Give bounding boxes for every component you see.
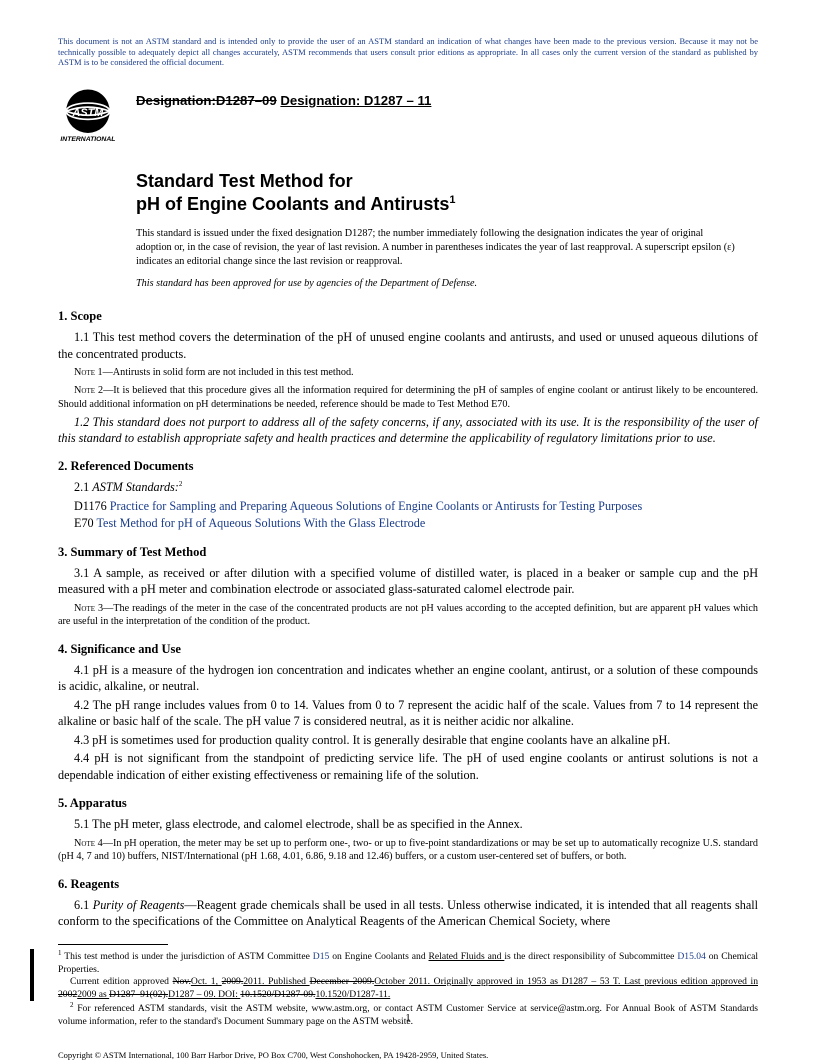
svg-text:INTERNATIONAL: INTERNATIONAL — [60, 136, 115, 143]
header-row: ASTM INTERNATIONAL Designation:D1287–09 … — [58, 84, 758, 156]
fn1l2-g: 10.1520/D1287-11. — [315, 989, 390, 1000]
designation-old: Designation:D1287–09 — [136, 93, 277, 108]
note4-label: Note 4 — [74, 838, 103, 849]
para-3-1: 3.1 A sample, as received or after dilut… — [58, 565, 758, 598]
para-2-1: 2.1 ASTM Standards:2 — [58, 479, 758, 495]
ref-d1176: D1176 Practice for Sampling and Preparin… — [58, 498, 758, 514]
footnote-rule — [58, 944, 168, 945]
ref-e70: E70 Test Method for pH of Aqueous Soluti… — [58, 515, 758, 531]
ref1-code: D1176 — [74, 499, 110, 513]
svg-text:ASTM: ASTM — [72, 107, 105, 119]
fn1l2-c: 2011. Published — [243, 976, 309, 987]
para-4-4: 4.4 pH is not significant from the stand… — [58, 750, 758, 783]
note1-text: —Antirusts in solid form are not include… — [103, 367, 354, 378]
title-line2: pH of Engine Coolants and Antirusts — [136, 194, 449, 214]
s2-1-label: 2.1 — [74, 480, 92, 494]
para-4-2: 4.2 The pH range includes values from 0 … — [58, 697, 758, 730]
fn1-b: on Engine Coolants and — [329, 951, 428, 962]
title-block: Standard Test Method for pH of Engine Co… — [136, 170, 758, 290]
fn1-c: is the direct responsibility of Subcommi… — [504, 951, 677, 962]
para-1-2: 1.2 This standard does not purport to ad… — [58, 414, 758, 447]
fn1l2-a: Current edition approved — [70, 976, 173, 987]
note-3: Note 3—The readings of the meter in the … — [58, 602, 758, 630]
page-number: 1 — [0, 1011, 816, 1026]
issuance-note: This standard is issued under the fixed … — [136, 227, 738, 268]
fn1-link2[interactable]: D15.04 — [677, 951, 706, 962]
footnote-1-line2: Current edition approved Nov.Oct. 1, 200… — [58, 976, 758, 1001]
note3-label: Note 3 — [74, 603, 103, 614]
note1-label: Note 1 — [74, 367, 103, 378]
fn1l2-s1: Nov. — [173, 976, 191, 987]
para-4-3: 4.3 pH is sometimes used for production … — [58, 732, 758, 748]
title-line1: Standard Test Method for — [136, 171, 353, 191]
title-sup: 1 — [449, 194, 455, 206]
note-1: Note 1—Antirusts in solid form are not i… — [58, 366, 758, 380]
astm-logo: ASTM INTERNATIONAL — [58, 84, 126, 156]
fn1l2-s3: December 2009. — [310, 976, 375, 987]
header-disclaimer: This document is not an ASTM standard an… — [58, 36, 758, 68]
ref2-code: E70 — [74, 516, 96, 530]
s6-1-italic: Purity of Reagents — [93, 898, 185, 912]
note4-text: —In pH operation, the meter may be set u… — [58, 838, 758, 863]
fn1l2-s5: D1287–91(02). — [109, 989, 168, 1000]
fn1l2-b: Oct. 1, — [191, 976, 222, 987]
ref2-link[interactable]: Test Method for pH of Aqueous Solutions … — [96, 516, 425, 530]
note3-text: —The readings of the meter in the case o… — [58, 603, 758, 628]
note-2: Note 2—It is believed that this procedur… — [58, 384, 758, 412]
designation-new: Designation: D1287 – 11 — [280, 93, 431, 108]
note-4: Note 4—In pH operation, the meter may be… — [58, 837, 758, 865]
section-6-head: 6. Reagents — [58, 876, 758, 893]
main-title: Standard Test Method for pH of Engine Co… — [136, 170, 758, 215]
note2-label: Note 2 — [74, 385, 103, 396]
s2-1-italic: ASTM Standards: — [92, 480, 179, 494]
section-1-head: 1. Scope — [58, 308, 758, 325]
fn1l2-e: 2009 as — [77, 989, 109, 1000]
ref1-link[interactable]: Practice for Sampling and Preparing Aque… — [110, 499, 642, 513]
para-6-1: 6.1 Purity of Reagents—Reagent grade che… — [58, 897, 758, 930]
fn1-a: This test method is under the jurisdicti… — [62, 951, 313, 962]
fn1-underline: Related Fluids and — [429, 951, 505, 962]
fn1-link1[interactable]: D15 — [313, 951, 330, 962]
para-5-1: 5.1 The pH meter, glass electrode, and c… — [58, 816, 758, 832]
dod-approval: This standard has been approved for use … — [136, 277, 758, 291]
fn1l2-s2: 2009. — [222, 976, 244, 987]
section-2-head: 2. Referenced Documents — [58, 458, 758, 475]
fn1l2-d: October 2011. Originally approved in 195… — [374, 976, 758, 987]
section-5-head: 5. Apparatus — [58, 795, 758, 812]
fn1l2-s4: 2002 — [58, 989, 77, 1000]
designation: Designation:D1287–09 Designation: D1287 … — [136, 84, 431, 110]
section-3-head: 3. Summary of Test Method — [58, 544, 758, 561]
fn1l2-s6: 10.1520/D1287-09. — [240, 989, 315, 1000]
section-4-head: 4. Significance and Use — [58, 641, 758, 658]
s2-1-sup: 2 — [179, 480, 183, 488]
footnote-1: 1 This test method is under the jurisdic… — [58, 949, 758, 976]
para-1-1: 1.1 This test method covers the determin… — [58, 329, 758, 362]
fn1l2-f: D1287 – 09. DOI: — [168, 989, 240, 1000]
s6-1-label: 6.1 — [74, 898, 93, 912]
note2-text: —It is believed that this procedure give… — [58, 385, 758, 410]
para-4-1: 4.1 pH is a measure of the hydrogen ion … — [58, 662, 758, 695]
